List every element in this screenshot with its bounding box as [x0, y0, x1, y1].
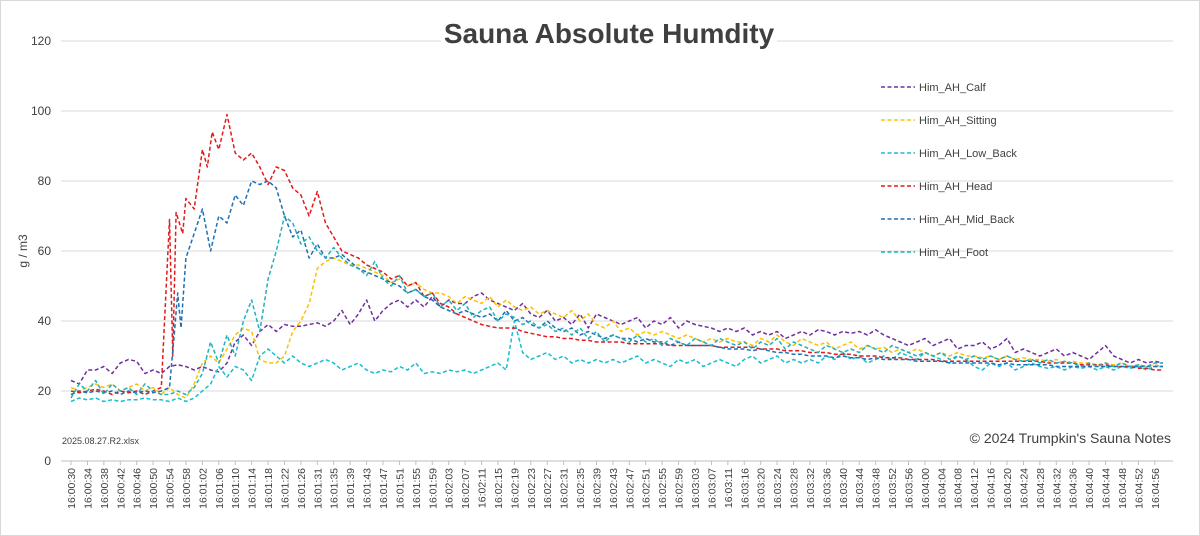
legend-label: Him_AH_Sitting: [919, 115, 997, 127]
x-tick-label: 16:03:36: [821, 468, 833, 509]
x-tick-label: 16:04:44: [1101, 468, 1113, 509]
x-tick-label: 16:01:59: [427, 468, 439, 509]
series-lines: [70, 113, 1164, 403]
y-axis-ticks: 0 20 40 60 80 100 120: [31, 34, 51, 468]
x-tick-label: 16:03:03: [690, 468, 702, 509]
series-line-him-ah-foot: [70, 215, 1163, 399]
x-tick-label: 16:02:23: [526, 468, 538, 509]
x-tick-label: 16:01:14: [247, 468, 259, 509]
x-tick-label: 16:00:30: [66, 468, 78, 509]
series-line-him-ah-low-back: [70, 320, 1163, 403]
x-tick-label: 16:03:24: [772, 468, 784, 509]
x-tick-label: 16:02:51: [641, 468, 653, 509]
x-tick-label: 16:02:07: [460, 468, 472, 509]
x-tick-label: 16:04:12: [969, 468, 981, 509]
x-tick-label: 16:04:20: [1002, 468, 1014, 509]
y-tick-label: 60: [38, 244, 52, 258]
x-tick-label: 16:00:38: [99, 468, 111, 509]
y-tick-label: 20: [38, 384, 52, 398]
x-tick-label: 16:04:56: [1150, 468, 1162, 509]
x-tick-label: 16:03:48: [871, 468, 883, 509]
x-tick-label: 16:02:15: [493, 468, 505, 509]
x-tick-label: 16:04:48: [1117, 468, 1129, 509]
y-axis-label: g / m3: [16, 234, 30, 268]
x-tick-label: 16:02:47: [624, 468, 636, 509]
x-tick-label: 16:04:00: [920, 468, 932, 509]
y-tick-label: 120: [31, 34, 51, 48]
y-tick-label: 80: [38, 174, 52, 188]
x-tick-label: 16:02:55: [657, 468, 669, 509]
x-tick-label: 16:02:19: [509, 468, 521, 509]
x-tick-label: 16:01:51: [394, 468, 406, 509]
legend-label: Him_AH_Foot: [919, 247, 988, 259]
x-tick-label: 16:01:06: [214, 468, 226, 509]
x-tick-label: 16:00:58: [181, 468, 193, 509]
y-tick-label: 40: [38, 314, 52, 328]
x-tick-label: 16:01:22: [279, 468, 291, 509]
x-axis-ticks: 16:00:30 16:00:34 16:00:38 16:00:42 16:00:46…: [66, 461, 1162, 509]
x-tick-label: 16:04:24: [1018, 468, 1030, 509]
legend-label: Him_AH_Head: [919, 181, 992, 193]
x-tick-label: 16:02:35: [575, 468, 587, 509]
x-tick-label: 16:01:55: [411, 468, 423, 509]
title-background: [441, 13, 777, 51]
x-tick-label: 16:02:03: [444, 468, 456, 509]
x-tick-label: 16:04:08: [953, 468, 965, 509]
x-tick-label: 16:03:40: [838, 468, 850, 509]
x-tick-label: 16:02:31: [559, 468, 571, 509]
x-tick-label: 16:03:52: [887, 468, 899, 509]
legend-label: Him_AH_Low_Back: [919, 148, 1017, 160]
x-tick-label: 16:04:32: [1051, 468, 1063, 509]
x-tick-label: 16:03:11: [723, 468, 735, 508]
x-tick-label: 16:03:44: [854, 468, 866, 509]
x-tick-label: 16:02:11: [477, 468, 489, 508]
x-tick-label: 16:03:56: [903, 468, 915, 509]
legend-label: Him_AH_Mid_Back: [919, 214, 1015, 226]
file-note: 2025.08.27.R2.xlsx: [62, 436, 140, 446]
x-tick-label: 16:04:28: [1035, 468, 1047, 509]
x-tick-label: 16:03:07: [706, 468, 718, 509]
x-tick-label: 16:04:52: [1133, 468, 1145, 509]
y-tick-label: 100: [31, 104, 51, 118]
x-tick-label: 16:03:16: [739, 468, 751, 509]
x-tick-label: 16:02:59: [674, 468, 686, 509]
x-tick-label: 16:01:47: [378, 468, 390, 509]
x-tick-label: 16:02:39: [591, 468, 603, 509]
copyright-note: © 2024 Trumpkin's Sauna Notes: [970, 430, 1171, 446]
chart-title: Sauna Absolute Humdity: [444, 18, 775, 49]
x-tick-label: 16:01:35: [329, 468, 341, 509]
series-line-him-ah-calf: [70, 292, 1164, 385]
y-tick-label: 0: [44, 454, 51, 468]
gridlines: [61, 40, 1173, 462]
x-tick-label: 16:02:43: [608, 468, 620, 509]
x-tick-label: 16:04:16: [986, 468, 998, 509]
legend-label: Him_AH_Calf: [919, 82, 987, 94]
x-tick-label: 16:00:42: [115, 468, 127, 509]
x-tick-label: 16:01:39: [345, 468, 357, 509]
x-tick-label: 16:00:54: [165, 468, 177, 509]
x-tick-label: 16:00:46: [132, 468, 144, 509]
x-tick-label: 16:03:28: [789, 468, 801, 509]
x-tick-label: 16:01:10: [230, 468, 242, 509]
x-tick-label: 16:04:40: [1084, 468, 1096, 509]
x-tick-label: 16:01:26: [296, 468, 308, 509]
x-tick-label: 16:00:50: [148, 468, 160, 509]
x-tick-label: 16:01:02: [197, 468, 209, 509]
series-line-him-ah-head: [70, 113, 1163, 396]
x-tick-label: 16:00:34: [82, 468, 94, 509]
x-tick-label: 16:01:31: [312, 468, 324, 509]
x-tick-label: 16:03:32: [805, 468, 817, 509]
x-tick-label: 16:01:18: [263, 468, 275, 509]
x-tick-label: 16:04:36: [1068, 468, 1080, 509]
x-tick-label: 16:03:20: [756, 468, 768, 509]
x-tick-label: 16:01:43: [362, 468, 374, 509]
series-line-him-ah-sitting: [70, 257, 1164, 399]
x-tick-label: 16:02:27: [542, 468, 554, 509]
x-tick-label: 16:04:04: [936, 468, 948, 509]
legend: Him_AH_Calf Him_AH_Sitting Him_AH_Low_Back…: [881, 82, 1017, 259]
